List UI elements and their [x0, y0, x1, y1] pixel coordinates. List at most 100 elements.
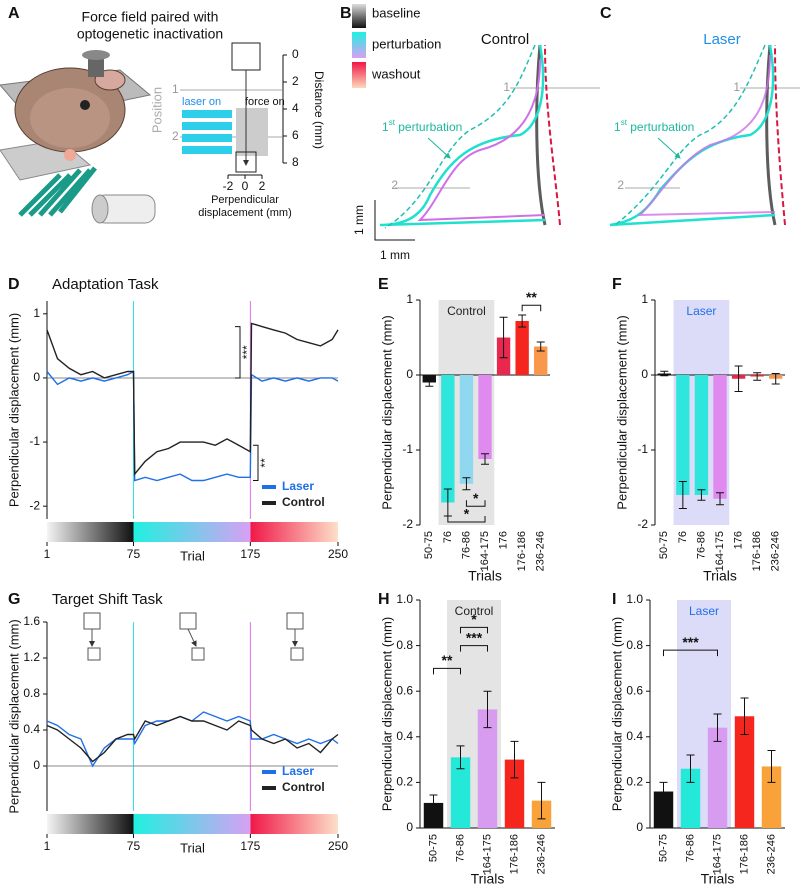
significance: ***: [240, 345, 254, 359]
series-line: [46, 711, 339, 768]
bar: [459, 375, 474, 484]
x-tick-label: 175: [240, 547, 260, 561]
panel-title: Force field paired with: [82, 9, 219, 25]
laser-on-label: laser on: [182, 96, 221, 108]
ordinal-suffix: st: [389, 118, 396, 127]
group-label: Laser: [689, 604, 719, 618]
x-axis-label: Trials: [468, 568, 502, 584]
series-line: [46, 715, 339, 763]
perp-label: displacement (mm): [198, 207, 292, 219]
x-tick-label: 175: [240, 839, 260, 853]
y-tick-label: 0.8: [23, 686, 40, 700]
ordinal: 1: [614, 120, 621, 134]
legend-swatch: [352, 62, 366, 88]
group-label: Control: [455, 604, 494, 618]
position-number: 1: [503, 80, 510, 94]
bar: [680, 768, 701, 828]
panel-label: G: [8, 591, 20, 608]
significance-bracket: [663, 649, 718, 657]
panel-label: D: [8, 276, 20, 293]
y-tick-label: 1.6: [23, 614, 40, 628]
error-bar: [499, 316, 508, 359]
error-bar: [483, 690, 492, 729]
bar: [694, 375, 709, 495]
legend-label: perturbation: [372, 36, 441, 51]
error-bar: [660, 370, 669, 377]
y-tick-label: 0.4: [396, 729, 413, 743]
y-tick-label: 0.8: [396, 638, 413, 652]
x-tick-label: 250: [328, 547, 348, 561]
position-number: 2: [172, 129, 179, 143]
error-bar: [510, 740, 519, 779]
x-tick-label: 75: [127, 839, 141, 853]
y-tick-label: 0: [406, 367, 413, 381]
x-tick-label: 50-75: [657, 834, 669, 862]
y-axis-label: Perpendicular displacement (mm): [609, 617, 624, 811]
error-bar: [734, 365, 743, 392]
y-tick-label: 0.2: [396, 775, 413, 789]
y-tick-label: 0: [406, 820, 413, 834]
significance: **: [526, 289, 537, 305]
position-number: 1: [733, 80, 740, 94]
significance: **: [442, 652, 453, 668]
y-tick-label: 0: [33, 370, 40, 384]
error-bar: [429, 794, 438, 812]
significance: **: [258, 458, 272, 468]
y-tick-label: 0: [636, 820, 643, 834]
significance-bracket: [465, 500, 486, 507]
significance: ***: [466, 629, 483, 645]
error-bar: [740, 697, 749, 736]
x-tick-label: 50-75: [658, 531, 670, 559]
force-on-label: force on: [245, 96, 285, 108]
x-tick-label: 76: [677, 531, 689, 543]
x-tick-label: 176-186: [751, 531, 763, 571]
x-tick-label: 76-86: [460, 531, 472, 559]
bar: [504, 759, 525, 828]
y-axis-label: Perpendicular displacement (mm): [6, 313, 21, 507]
x-tick-label: 1: [44, 547, 51, 561]
bar: [713, 375, 727, 499]
x-tick-label: 164-175: [714, 531, 726, 571]
x-tick-label: 236-246: [535, 834, 547, 874]
x-tick-label: 1: [44, 839, 51, 853]
significance-bracket: [433, 667, 461, 675]
y-axis-label: Perpendicular displacement (mm): [6, 619, 21, 813]
y-tick-label: 1: [641, 292, 648, 306]
legend-label: Control: [282, 780, 325, 794]
legend-label: washout: [371, 66, 421, 81]
panel-title: Control: [481, 31, 529, 48]
tick-label: 0: [242, 179, 249, 193]
y-axis-label: Perpendicular displacement (mm): [614, 315, 629, 509]
x-tick-label: 76: [442, 531, 454, 543]
bar: [423, 802, 444, 828]
panel-label: A: [8, 5, 20, 22]
annotation-arrow: [427, 137, 451, 159]
position-number: 2: [617, 178, 624, 192]
x-tick-label: 236-246: [765, 834, 777, 874]
scale-bar: [374, 200, 415, 241]
panel-label: H: [378, 591, 390, 608]
annotation: 1st perturbation: [382, 118, 462, 134]
panel-title: optogenetic inactivation: [77, 26, 223, 42]
y-tick-label: 1.0: [396, 592, 413, 606]
y-tick-label: 0.4: [23, 722, 40, 736]
significance-bracket: [460, 645, 488, 652]
x-axis-label: Trial: [180, 840, 205, 855]
series-line: [46, 322, 339, 477]
x-tick-label: 250: [328, 839, 348, 853]
perp-label: Perpendicular: [211, 194, 279, 206]
legend-label: Laser: [282, 479, 314, 493]
error-bar: [456, 745, 465, 770]
error-bar: [697, 489, 706, 501]
error-bar: [771, 373, 780, 385]
bar: [450, 757, 471, 828]
x-tick-label: 176-186: [508, 834, 520, 874]
trial-bar: [47, 814, 338, 834]
x-tick-label: 75: [127, 547, 141, 561]
legend-label: Laser: [282, 764, 314, 778]
significance: *: [473, 490, 479, 506]
target-icons: [83, 612, 304, 661]
trajectories: [609, 44, 800, 227]
error-bar: [713, 713, 722, 742]
error-bar: [678, 481, 687, 509]
